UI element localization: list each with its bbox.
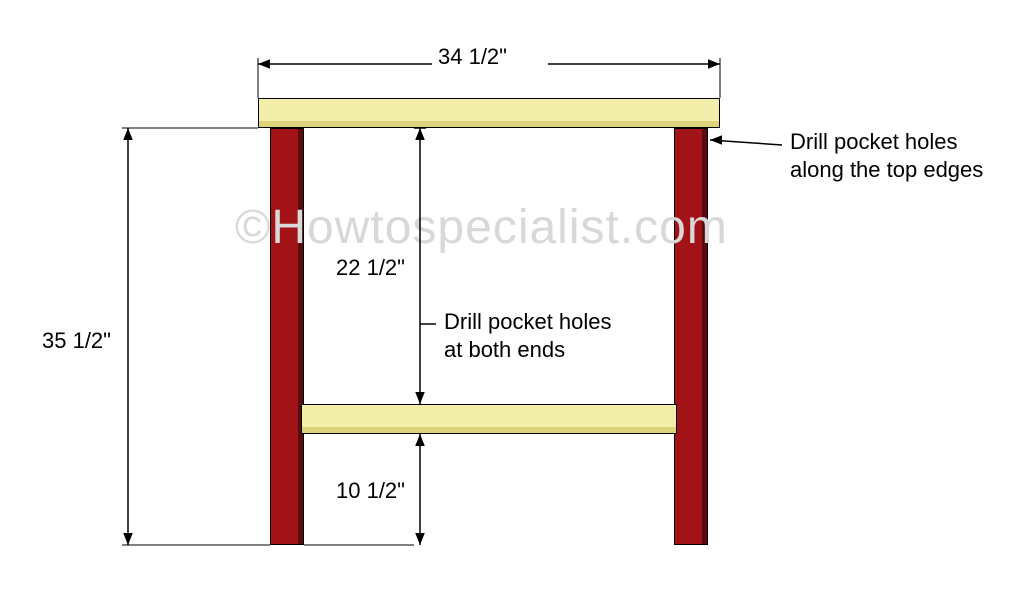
dimension-gap-upper: 22 1/2" (336, 255, 405, 281)
diagram-stage: ©Howtospecialist.com 34 1/2" 35 1/2" 22 … (0, 0, 1024, 595)
top-rail (258, 98, 720, 128)
dimension-width-top: 34 1/2" (438, 44, 507, 70)
annotation-top-edges-line2: along the top edges (790, 157, 983, 182)
annotation-top-edges-line1: Drill pocket holes (790, 129, 958, 154)
leg-left (270, 128, 304, 545)
watermark: ©Howtospecialist.com (235, 200, 728, 255)
dimension-height-left: 35 1/2" (42, 328, 111, 354)
annotation-both-ends-line2: at both ends (444, 337, 565, 362)
leg-right (674, 128, 708, 545)
annotation-top-edges: Drill pocket holes along the top edges (790, 128, 983, 183)
dimension-lines (0, 0, 1024, 595)
annotation-both-ends-line1: Drill pocket holes (444, 309, 612, 334)
lower-rail (301, 404, 677, 434)
dimension-gap-lower: 10 1/2" (336, 478, 405, 504)
annotation-both-ends: Drill pocket holes at both ends (444, 308, 612, 363)
